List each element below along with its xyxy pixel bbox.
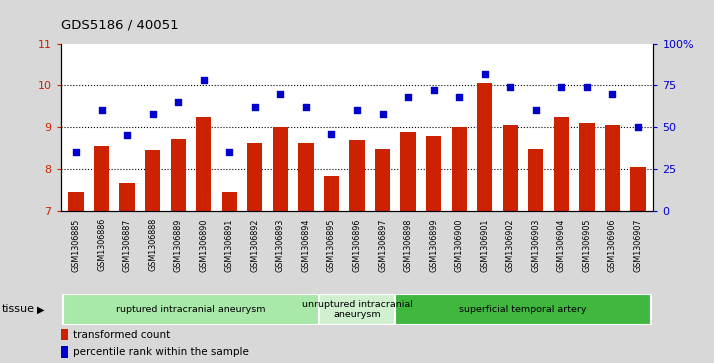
Point [428, 87, 439, 93]
Point [275, 91, 286, 97]
Point [581, 84, 593, 90]
Bar [318, 294, 396, 325]
Text: ▶: ▶ [37, 305, 45, 314]
Text: tissue: tissue [1, 305, 34, 314]
Point [530, 107, 541, 113]
Bar [145, 150, 161, 211]
Bar [630, 167, 645, 211]
Bar [426, 136, 441, 211]
Bar [375, 149, 391, 211]
Text: percentile rank within the sample: percentile rank within the sample [73, 347, 248, 357]
Point [223, 149, 235, 155]
Point [70, 149, 81, 155]
Point [249, 104, 261, 110]
Text: transformed count: transformed count [73, 330, 170, 340]
Point [326, 131, 337, 136]
Point [607, 91, 618, 97]
Bar [64, 294, 318, 325]
Point [300, 104, 311, 110]
Point [555, 84, 567, 90]
Bar [247, 143, 263, 211]
Bar [579, 123, 595, 211]
Point [351, 107, 363, 113]
Point [403, 94, 414, 100]
Bar [171, 139, 186, 211]
Point [377, 111, 388, 117]
Text: unruptured intracranial
aneurysm: unruptured intracranial aneurysm [301, 300, 413, 319]
Bar [401, 132, 416, 211]
Bar [69, 192, 84, 211]
Point [479, 71, 491, 77]
Bar [196, 117, 211, 211]
Bar [61, 329, 68, 340]
Point [96, 107, 107, 113]
Bar [61, 346, 68, 358]
Bar [323, 176, 339, 211]
Point [198, 77, 209, 83]
Bar [451, 127, 467, 211]
Text: superficial temporal artery: superficial temporal artery [459, 305, 587, 314]
Bar [119, 183, 135, 211]
Bar [477, 83, 493, 211]
Bar [94, 146, 109, 211]
Point [173, 99, 184, 105]
Bar [553, 117, 569, 211]
Bar [503, 125, 518, 211]
Bar [298, 143, 313, 211]
Point [453, 94, 465, 100]
Point [505, 84, 516, 90]
Bar [396, 294, 650, 325]
Text: ruptured intracranial aneurysm: ruptured intracranial aneurysm [116, 305, 266, 314]
Bar [605, 125, 620, 211]
Bar [221, 192, 237, 211]
Bar [273, 127, 288, 211]
Point [121, 132, 133, 138]
Bar [528, 149, 543, 211]
Point [147, 111, 159, 117]
Text: GDS5186 / 40051: GDS5186 / 40051 [61, 18, 178, 31]
Bar [349, 140, 365, 211]
Point [633, 124, 644, 130]
